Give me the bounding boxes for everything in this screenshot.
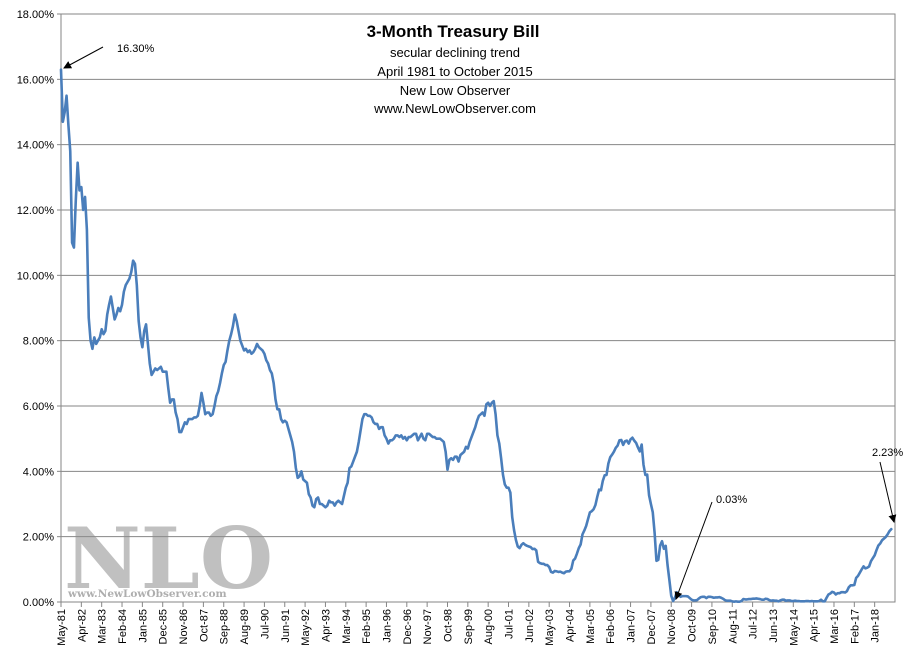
nlo-watermark: NLO www.NewLowObserver.com <box>64 509 273 608</box>
x-tick-label: Jan-96 <box>381 609 393 643</box>
x-tick-label: Jan-07 <box>626 609 638 643</box>
x-tick-label: Jun-91 <box>280 609 292 643</box>
x-tick-label: Nov-97 <box>422 609 434 644</box>
watermark-url: www.NewLowObserver.com <box>67 588 227 600</box>
x-tick-label: Feb-17 <box>849 609 861 644</box>
series-line <box>59 68 893 603</box>
x-tick-label: Mar-16 <box>829 609 841 644</box>
x-tick-label: Feb-95 <box>361 609 373 644</box>
x-axis-ticks: May-81 Apr-82 Mar-83 Feb-84 Jan-85 Dec-85 Nov-… <box>56 602 882 646</box>
x-tick-label: Sep-88 <box>219 609 231 644</box>
x-tick-label: Oct-98 <box>442 609 454 642</box>
y-tick-label: 10.00% <box>17 270 55 282</box>
annotation-low-label: 0.03% <box>716 494 747 506</box>
plot-area <box>60 13 896 603</box>
x-tick-label: Jul-01 <box>504 609 516 639</box>
x-tick-label: May-92 <box>300 609 312 646</box>
y-tick-label: 8.00% <box>23 336 54 348</box>
x-tick-label: Oct-09 <box>687 609 699 642</box>
annotation-arrow-low <box>674 501 713 600</box>
x-tick-label: May-03 <box>544 609 556 646</box>
gridlines <box>61 78 895 538</box>
x-tick-label: Apr-04 <box>565 609 577 642</box>
x-tick-label: Sep-99 <box>463 609 475 644</box>
x-tick-label: Nov-86 <box>178 609 190 644</box>
x-tick-label: Jul-12 <box>748 609 760 639</box>
chart-titles: 3-Month Treasury Bill secular declining … <box>367 22 540 116</box>
x-tick-label: Apr-82 <box>76 609 88 642</box>
x-tick-label: Jun-02 <box>524 609 536 643</box>
x-tick-label: Aug-00 <box>483 609 495 644</box>
y-tick-label: 18.00% <box>17 9 55 21</box>
x-tick-label: Mar-94 <box>341 609 353 644</box>
chart-title: 3-Month Treasury Bill <box>367 22 540 41</box>
x-tick-label: Feb-06 <box>605 609 617 644</box>
chart-subtitle-2: April 1981 to October 2015 <box>377 64 532 79</box>
x-tick-label: Apr-15 <box>809 609 821 642</box>
y-axis-ticks: 0.00% 2.00% 4.00% 6.00% 8.00% 10.00% 12.00% 14.… <box>17 9 61 609</box>
annotations: 16.30% 0.03% 2.23% <box>63 43 903 600</box>
y-tick-label: 16.00% <box>17 74 55 86</box>
x-tick-label: Mar-83 <box>97 609 109 644</box>
chart-subtitle-4: www.NewLowObserver.com <box>373 101 536 116</box>
watermark-logo-text: NLO <box>64 509 273 608</box>
x-tick-label: Oct-87 <box>198 609 210 642</box>
x-tick-label: Jan-18 <box>870 609 882 643</box>
y-tick-label: 12.00% <box>17 205 55 217</box>
x-tick-label: Dec-85 <box>158 609 170 644</box>
x-tick-label: Sep-10 <box>707 609 719 644</box>
y-tick-label: 0.00% <box>23 597 54 609</box>
x-tick-label: Dec-07 <box>646 609 658 644</box>
x-tick-label: May-81 <box>56 609 68 646</box>
chart-subtitle-1: secular declining trend <box>390 45 520 60</box>
y-tick-label: 6.00% <box>23 401 54 413</box>
x-tick-label: Jun-13 <box>768 609 780 643</box>
x-tick-label: Mar-05 <box>585 609 597 644</box>
x-tick-label: Jan-85 <box>137 609 149 643</box>
x-tick-label: Aug-89 <box>239 609 251 644</box>
annotation-arrow-end <box>879 461 897 523</box>
y-tick-label: 4.00% <box>23 466 54 478</box>
y-tick-label: 14.00% <box>17 140 55 152</box>
x-tick-label: May-14 <box>788 609 800 646</box>
x-tick-label: Apr-93 <box>320 609 332 642</box>
x-tick-label: Jul-90 <box>259 609 271 639</box>
annotation-peak-label: 16.30% <box>117 43 155 55</box>
x-tick-label: Feb-84 <box>117 609 129 644</box>
x-tick-label: Nov-08 <box>666 609 678 644</box>
chart-subtitle-3: New Low Observer <box>400 83 511 98</box>
annotation-end-label: 2.23% <box>872 447 903 459</box>
x-tick-label: Aug-11 <box>727 609 739 644</box>
annotation-arrow-peak <box>63 46 104 69</box>
x-tick-label: Dec-96 <box>402 609 414 644</box>
y-tick-label: 2.00% <box>23 532 54 544</box>
